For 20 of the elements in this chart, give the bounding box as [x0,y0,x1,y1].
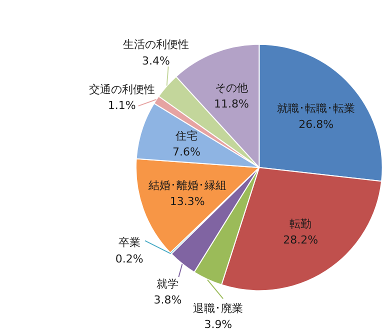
slice-label: 交通の利便性 [88,82,155,96]
data-label: 0.2% [115,252,144,266]
slice-label: その他 [215,81,248,94]
slice-label: 転勤 [290,217,312,230]
data-label: 1.1% [108,99,136,112]
data-label: 3.9% [204,318,232,332]
data-label: 28.2% [283,233,318,246]
slice-label: 住宅 [175,130,198,143]
data-label: 3.8% [154,293,182,306]
slice-label: 就職･転職･転業 [277,102,356,115]
data-label: 7.6% [172,146,200,159]
slice-label: 就学 [156,277,179,290]
data-label: 13.3% [170,195,205,208]
slice-label: 生活の利便性 [122,38,189,52]
data-label: 26.8% [298,118,334,131]
data-label: 3.4% [142,54,170,68]
data-label: 11.8% [214,98,250,111]
slice-label: 結婚･離婚･縁組 [147,179,226,192]
slice-label: 卒業 [118,236,140,250]
slice-label: 退職･廃業 [193,302,244,316]
